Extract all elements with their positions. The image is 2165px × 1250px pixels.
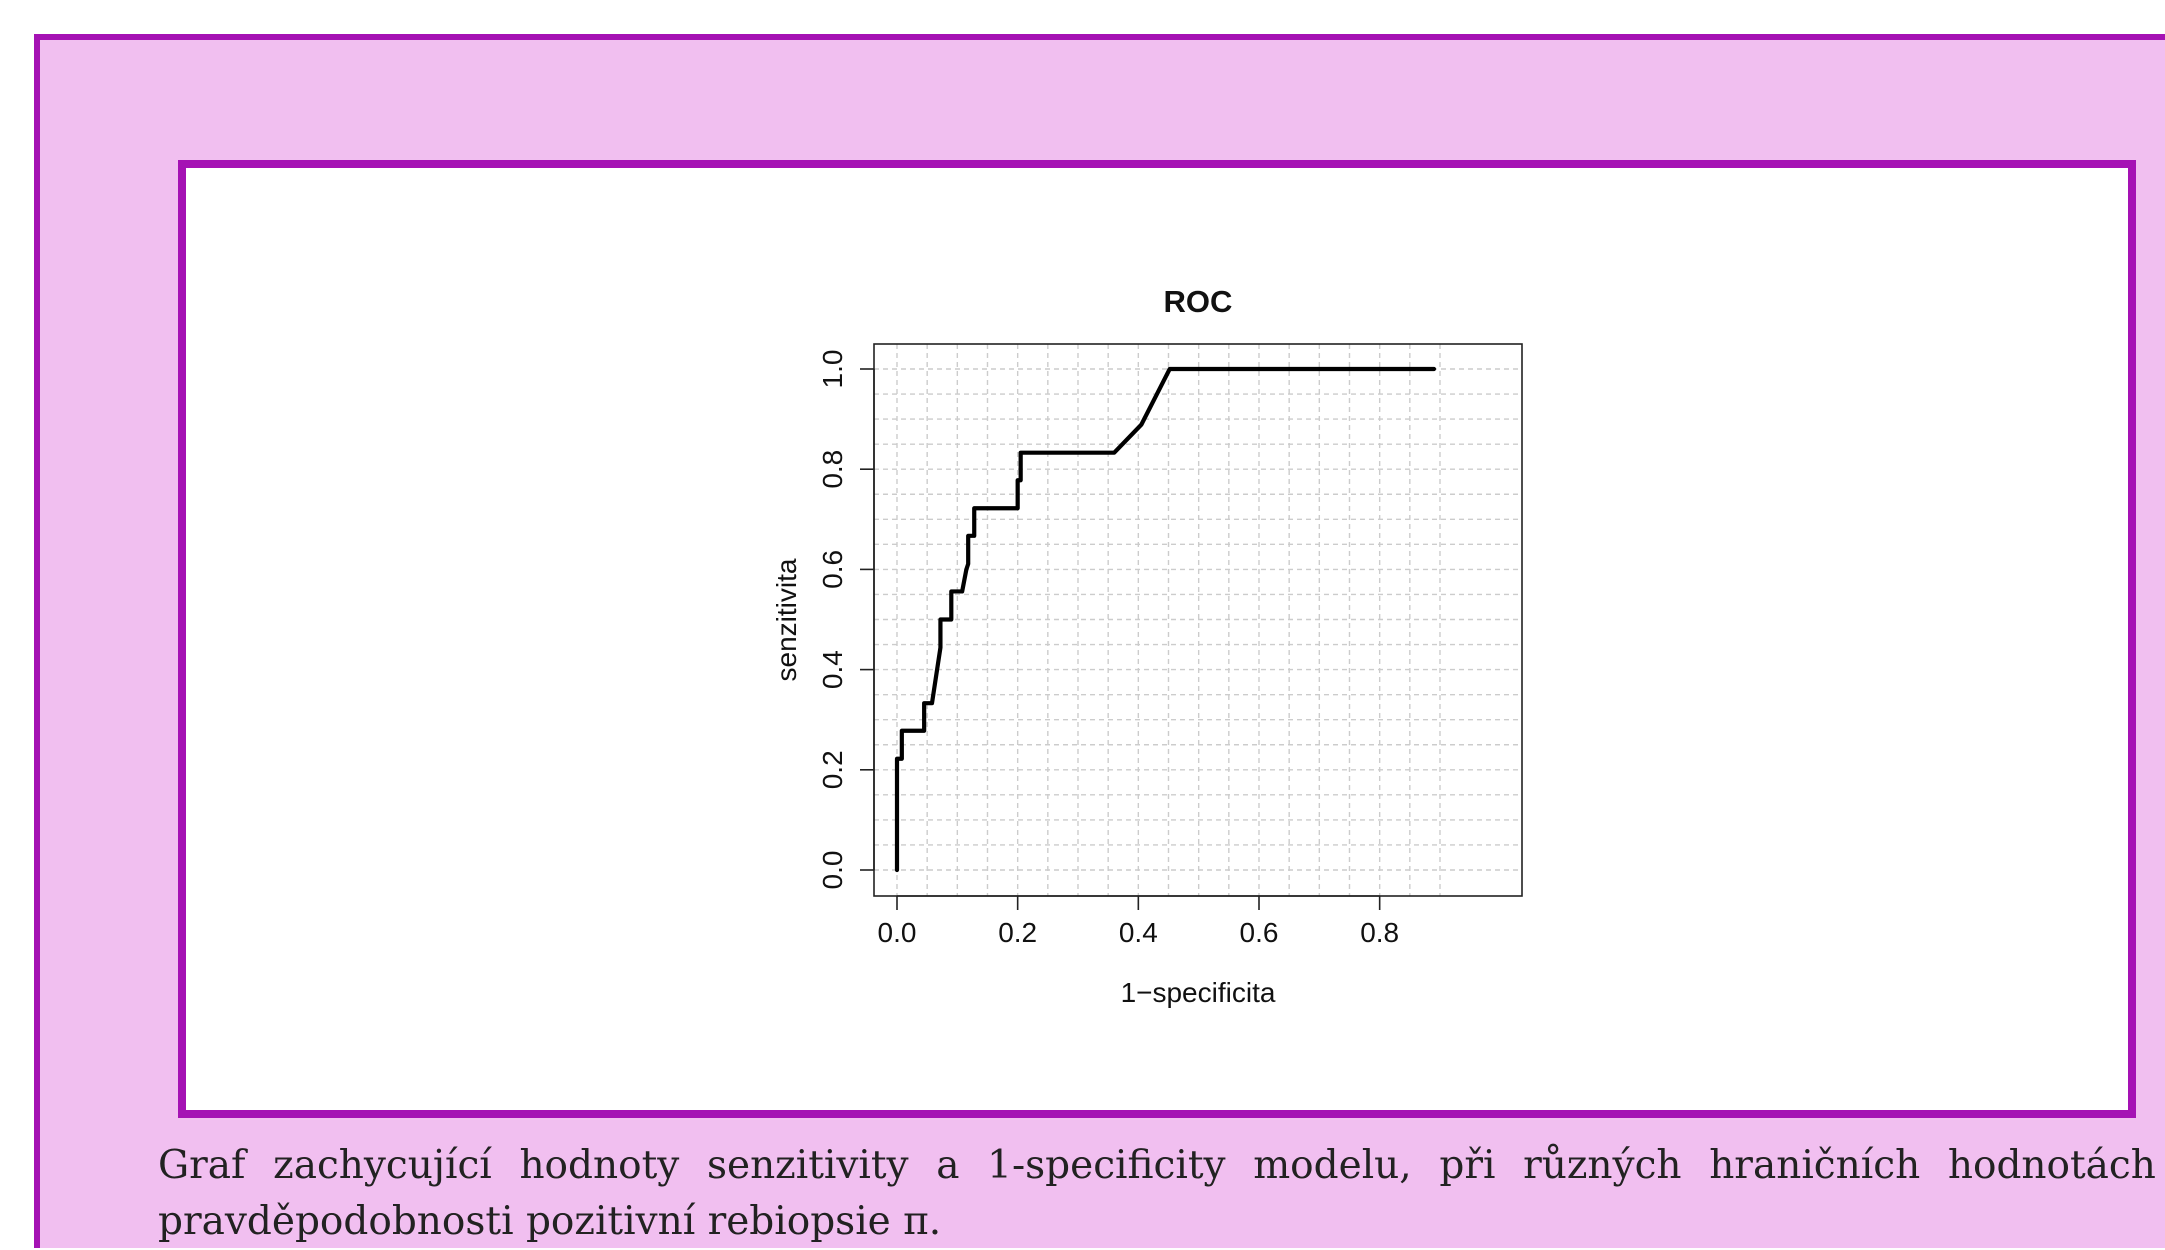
caption-word: modelu,	[1253, 1143, 1412, 1188]
x-tick-label: 0.8	[1360, 917, 1399, 948]
roc-chart: 0.0 0.2 0.4 0.6 0.8 0.0 0.2 0.4 0.6 0.8 1.0 ROC 1−sp…	[771, 284, 1523, 1008]
y-tick-label: 0.0	[817, 851, 848, 890]
y-tick-label: 0.2	[817, 750, 848, 789]
caption-word: zachycující	[273, 1143, 492, 1188]
y-axis-label: senzitivita	[771, 558, 802, 681]
y-tick-label: 0.4	[817, 650, 848, 689]
caption-word: hodnoty	[519, 1143, 680, 1188]
chart-title: ROC	[1164, 284, 1233, 319]
caption-line-2: pravděpodobnosti pozitivní rebiopsie π.	[158, 1199, 942, 1244]
x-tick-label: 0.4	[1119, 917, 1158, 948]
y-tick-label: 1.0	[817, 350, 848, 389]
y-tick-label: 0.6	[817, 550, 848, 589]
x-tick-label: 0.2	[998, 917, 1037, 948]
caption-word: při	[1439, 1143, 1496, 1188]
caption-word: hodnotách	[1947, 1143, 2156, 1188]
caption-line-1: Graf zachycující hodnoty senzitivity a 1-spec…	[158, 1138, 2156, 1194]
caption-word: 1-specificity	[987, 1143, 1226, 1188]
slide-background: 0.0 0.2 0.4 0.6 0.8 0.0 0.2 0.4 0.6 0.8 1.0 ROC 1−sp…	[34, 34, 2165, 1248]
caption-word: a	[936, 1143, 960, 1188]
roc-curve-line	[894, 366, 1437, 873]
figure-caption: Graf zachycující hodnoty senzitivity a 1-spec…	[158, 1138, 2156, 1250]
x-axis-label: 1−specificita	[1121, 977, 1276, 1008]
caption-word: Graf	[158, 1143, 246, 1188]
x-tick-label: 0.6	[1240, 917, 1279, 948]
caption-word: hraničních	[1709, 1143, 1921, 1188]
caption-word: senzitivity	[706, 1143, 909, 1188]
figure-frame: 0.0 0.2 0.4 0.6 0.8 0.0 0.2 0.4 0.6 0.8 1.0 ROC 1−sp…	[178, 160, 2136, 1118]
x-tick-label: 0.0	[878, 917, 917, 948]
caption-word: různých	[1523, 1143, 1682, 1188]
y-tick-label: 0.8	[817, 450, 848, 489]
